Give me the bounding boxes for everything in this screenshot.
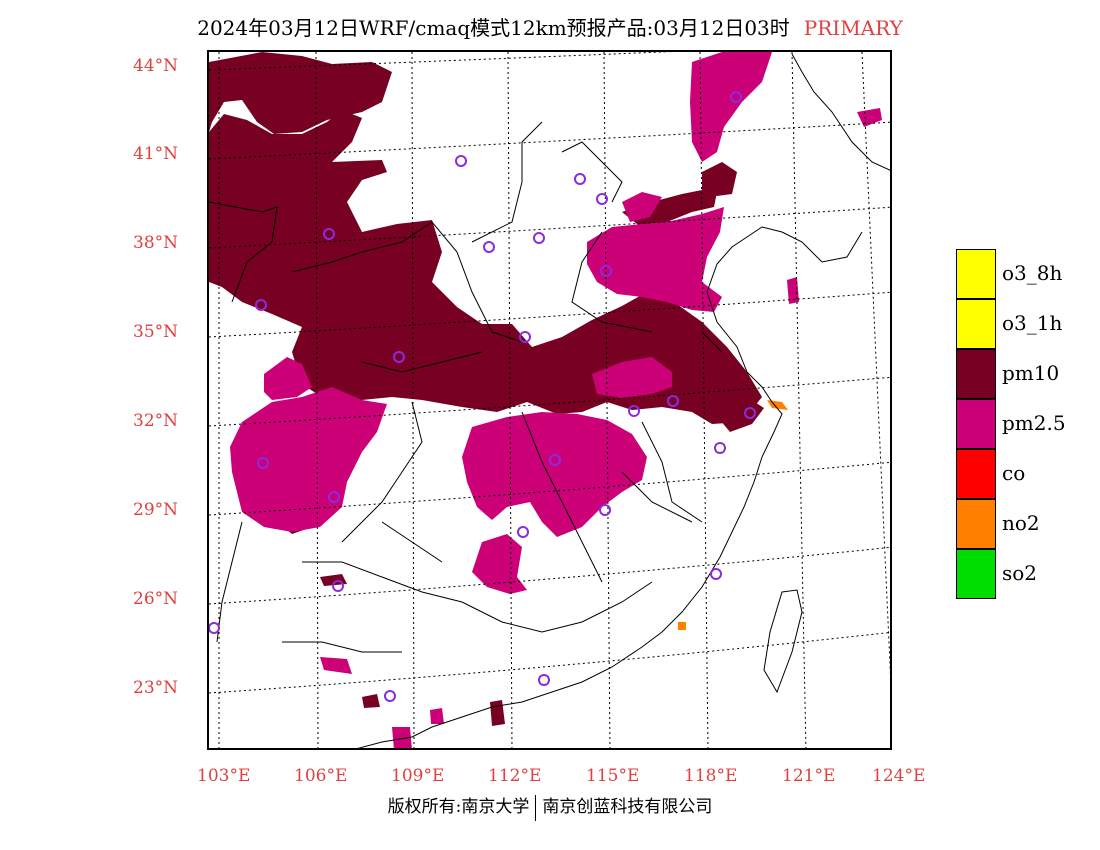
- lon-label-124: 124°E: [872, 766, 926, 786]
- station-marker: [393, 351, 405, 363]
- pm10-areas: [209, 52, 764, 726]
- station-marker: [517, 526, 529, 538]
- pm25-region-bay: [857, 108, 882, 127]
- lon-label-118: 118°E: [684, 766, 738, 786]
- lat-label-23: 23°N: [133, 678, 179, 698]
- station-marker: [628, 405, 640, 417]
- lon-label-121: 121°E: [782, 766, 836, 786]
- station-marker: [455, 155, 467, 167]
- lon-label-112: 112°E: [488, 766, 542, 786]
- copyright-footer: 版权所有:南京大学 南京创蓝科技有限公司: [0, 792, 1100, 821]
- pm25-region-guangdong: [430, 708, 444, 724]
- station-marker: [714, 442, 726, 454]
- pm10-region-south4: [490, 700, 505, 726]
- pm25-region-southwest: [230, 387, 387, 532]
- copyright-left: 版权所有:南京大学: [387, 797, 530, 817]
- pm25-region-guangxi2: [392, 727, 412, 748]
- pm25-region-north: [622, 192, 662, 222]
- boundaries: [209, 53, 890, 748]
- station-marker: [519, 331, 531, 343]
- legend-swatch: [956, 499, 996, 549]
- station-marker: [600, 265, 612, 277]
- no2-areas: [678, 400, 788, 630]
- taiwan: [763, 589, 803, 694]
- legend-swatch: [956, 349, 996, 399]
- station-marker: [667, 395, 679, 407]
- pm25-areas: [230, 52, 882, 748]
- lon-label-106: 106°E: [294, 766, 348, 786]
- legend-label: pm2.5: [1002, 411, 1066, 435]
- pm10-region-main: [209, 110, 762, 424]
- province-lines: [209, 121, 723, 653]
- station-marker: [332, 580, 344, 592]
- pm10-region-east-coast: [720, 397, 764, 432]
- lat-label-26: 26°N: [133, 589, 179, 609]
- legend-swatch: [956, 249, 996, 299]
- copyright-right: 南京创蓝科技有限公司: [542, 797, 713, 817]
- station-marker: [599, 504, 611, 516]
- pm25-region-shandong: [587, 207, 724, 312]
- no2-region-fujian: [678, 622, 686, 630]
- coastline: [357, 53, 890, 748]
- primary-tag: PRIMARY: [803, 16, 903, 40]
- legend-swatch: [956, 449, 996, 499]
- station-marker: [533, 232, 545, 244]
- pm25-region-anhui: [592, 357, 672, 398]
- pm10-region-northeast: [702, 162, 737, 196]
- station-marker: [483, 241, 495, 253]
- station-marker: [384, 690, 396, 702]
- station-marker: [255, 299, 267, 311]
- pm10-region-bohai: [622, 190, 717, 228]
- pollution-map: [209, 52, 890, 748]
- lat-label-32: 32°N: [133, 411, 179, 431]
- footer-divider: [535, 794, 537, 821]
- pm25-region-sichuan-west: [264, 357, 312, 400]
- lat-label-29: 29°N: [133, 500, 179, 520]
- station-marker: [744, 407, 756, 419]
- lat-label-38: 38°N: [133, 233, 179, 253]
- pm25-region-hunan: [472, 534, 527, 594]
- title-text: 2024年03月12日WRF/cmaq模式12km预报产品:03月12日03时: [197, 16, 790, 40]
- map-title: 2024年03月12日WRF/cmaq模式12km预报产品:03月12日03时 P…: [0, 12, 1100, 41]
- station-marker: [538, 674, 550, 686]
- legend-label: o3_1h: [1002, 311, 1063, 335]
- station-marker: [209, 622, 220, 634]
- lat-label-41: 41°N: [133, 144, 179, 164]
- legend-swatch: [956, 549, 996, 599]
- graticule: [209, 52, 890, 748]
- station-marker: [710, 568, 722, 580]
- pm25-region-central: [462, 412, 647, 537]
- legend-label: no2: [1002, 511, 1040, 535]
- legend-label: o3_8h: [1002, 261, 1063, 285]
- lat-label-35: 35°N: [133, 322, 179, 342]
- station-marker: [328, 491, 340, 503]
- station-marker: [549, 454, 561, 466]
- station-marker: [574, 173, 586, 185]
- station-marker: [323, 228, 335, 240]
- station-marker: [730, 91, 742, 103]
- map-frame: [207, 50, 892, 750]
- lat-label-44: 44°N: [133, 56, 179, 76]
- legend-swatch: [956, 299, 996, 349]
- station-marker: [596, 193, 608, 205]
- legend-label: so2: [1002, 561, 1038, 585]
- station-markers: [209, 91, 756, 702]
- pm10-region-south2: [320, 574, 347, 586]
- pm10-region-south3: [362, 694, 380, 708]
- legend-label: co: [1002, 461, 1026, 485]
- pm25-region-northeast: [690, 52, 772, 162]
- lon-label-109: 109°E: [391, 766, 445, 786]
- pm25-region-guangxi: [320, 657, 352, 674]
- legend-label: pm10: [1002, 361, 1060, 385]
- station-marker: [257, 457, 269, 469]
- pm25-region-yellowsea: [787, 277, 799, 304]
- lon-label-115: 115°E: [586, 766, 640, 786]
- lon-label-103: 103°E: [197, 766, 251, 786]
- legend-swatch: [956, 399, 996, 449]
